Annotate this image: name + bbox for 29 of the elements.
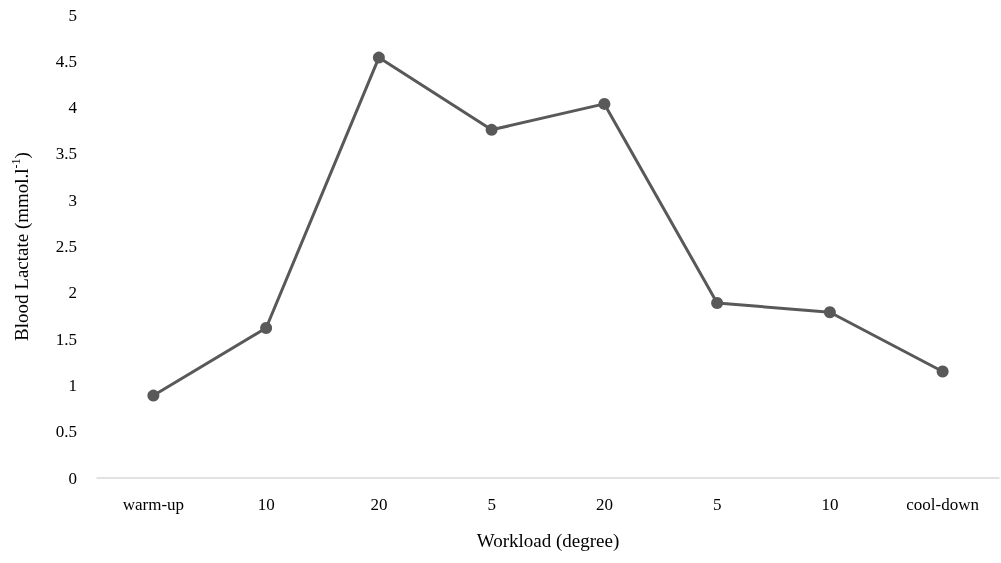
x-tick-label: 5 [487,495,496,514]
point [936,365,949,378]
y-tick-label: 2.5 [55,237,77,256]
y-tick-label: 0.5 [55,422,77,442]
x-tick-label: 10 [257,495,275,514]
x-tick-label: 20 [595,495,613,514]
x-tick-label: 5 [712,495,722,514]
point [711,296,724,309]
point [147,389,160,402]
point [598,97,611,110]
y-tick-label: 4 [68,98,78,118]
point [372,51,385,64]
point [260,321,273,334]
y-tick-label: 2 [68,283,77,303]
y-tick-label: 3.5 [55,144,77,164]
y-tick-label: 5 [68,5,77,25]
x-tick-label: cool-down [906,495,980,514]
x-axis-title: Workload (degree) [476,530,620,552]
point [485,123,498,136]
y-tick-label: 4.5 [55,51,77,71]
x-tick-label: warm-up [122,495,185,514]
y-tick-label: 1.5 [55,329,77,349]
y-tick-label: 0 [68,468,77,488]
x-tick-label: 10 [821,495,839,514]
y-axis-title: Blood Lactate (mmol.l-1) [9,152,33,341]
x-tick-label: 20 [370,495,388,514]
point [823,306,836,319]
y-tick-label: 3 [68,190,77,210]
y-tick-label: 1 [68,375,77,395]
